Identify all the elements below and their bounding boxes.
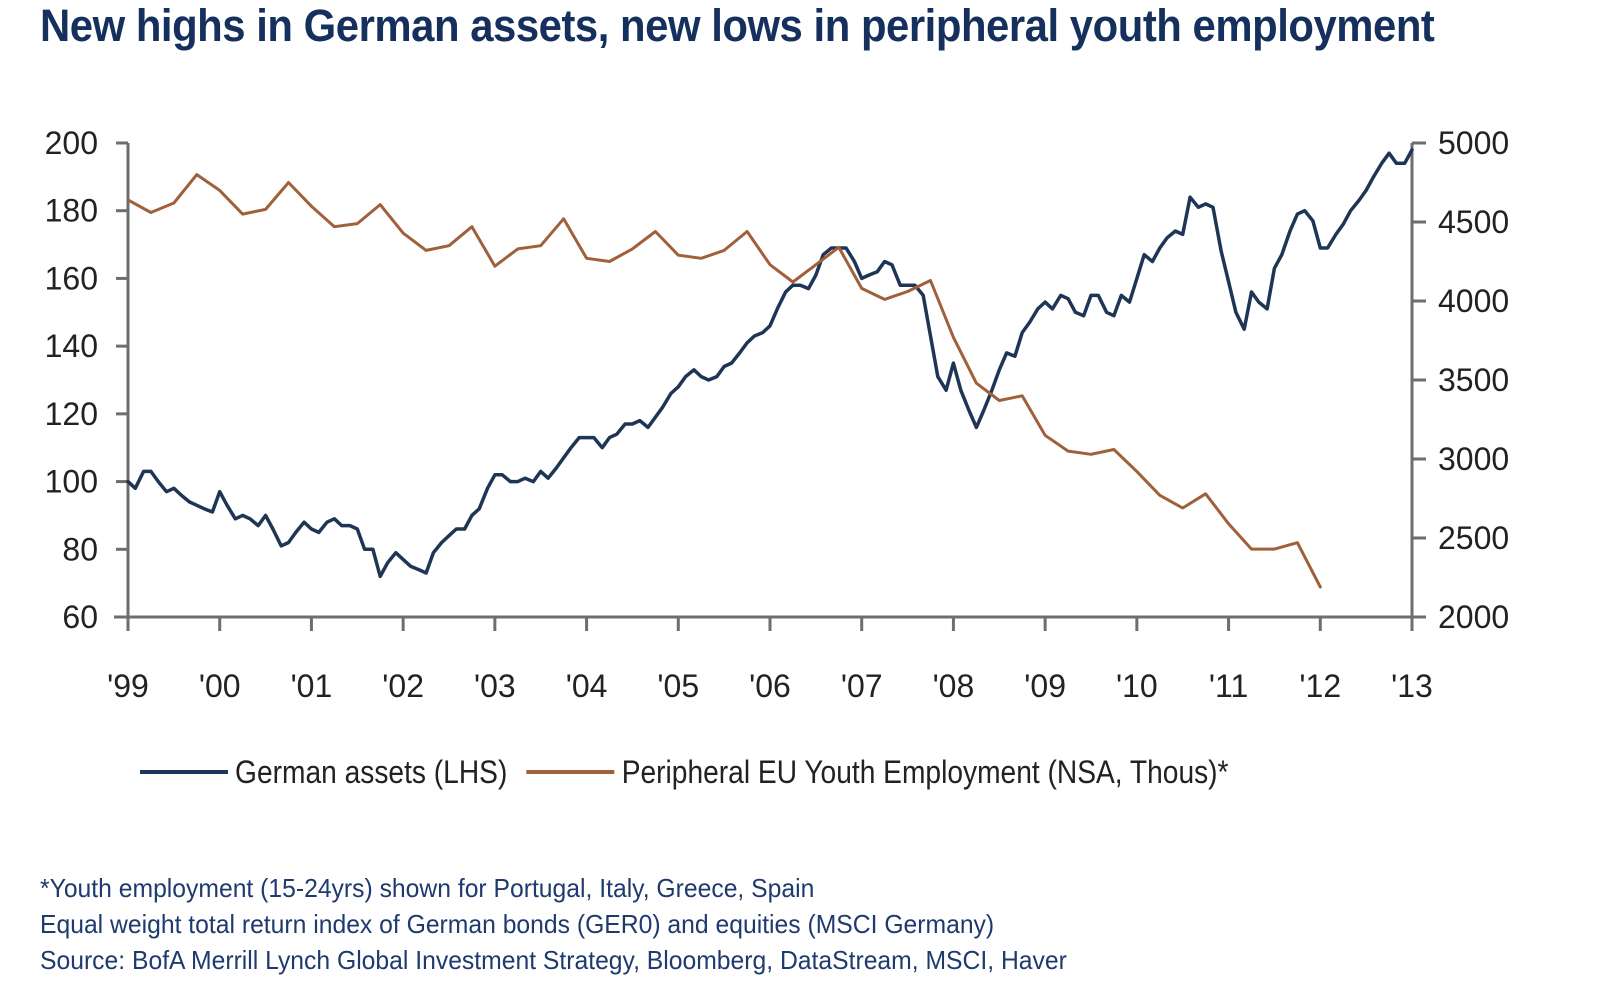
y-right-tick-label: 3500 <box>1438 362 1509 398</box>
y-right-tick-label: 5000 <box>1438 125 1509 161</box>
y-left-tick-label: 160 <box>45 260 98 296</box>
x-tick-label: '07 <box>841 668 883 704</box>
y-right-tick-label: 4500 <box>1438 204 1509 240</box>
x-tick-label: '08 <box>933 668 975 704</box>
chart-title: New highs in German assets, new lows in … <box>40 0 1435 51</box>
series-line-german-assets <box>126 148 1414 579</box>
x-tick-label: '05 <box>657 668 699 704</box>
y-right-tick-label: 2000 <box>1438 599 1509 635</box>
series-line-youth-employment <box>126 173 1322 589</box>
legend-item-youth-employment: Peripheral EU Youth Employment (NSA, Tho… <box>526 753 1229 791</box>
x-tick-label: '04 <box>566 668 608 704</box>
x-tick-label: '10 <box>1116 668 1158 704</box>
legend-label-youth-employment: Peripheral EU Youth Employment (NSA, Tho… <box>621 753 1229 790</box>
y-left-tick-label: 80 <box>62 531 98 567</box>
x-tick-label: '00 <box>199 668 241 704</box>
series-layer <box>126 148 1414 589</box>
x-tick-label: '03 <box>474 668 516 704</box>
chart-plot: 60 80 100 120 140 160 180 200 2000 2500 3000 3500 40… <box>45 125 1510 704</box>
y-left-tick-label: 200 <box>45 125 98 161</box>
footnote-index-definition: Equal weight total return index of Germa… <box>40 909 995 939</box>
footnotes: *Youth employment (15-24yrs) shown for P… <box>40 870 1067 978</box>
y-right-tick-label: 2500 <box>1438 520 1509 556</box>
x-tick-label: '11 <box>1209 668 1248 704</box>
x-tick-label: '09 <box>1024 668 1066 704</box>
x-tick-label: '12 <box>1299 668 1341 704</box>
y-left-tick-label: 120 <box>45 396 98 432</box>
legend-label-german-assets: German assets (LHS) <box>235 753 508 790</box>
y-left-tick-label: 140 <box>45 328 98 364</box>
y-right-tick-label: 4000 <box>1438 283 1509 319</box>
legend: German assets (LHS) Peripheral EU Youth … <box>140 752 1248 792</box>
y-left-tick-label: 180 <box>45 193 98 229</box>
y-left-tick-label: 100 <box>45 464 98 500</box>
y-left-tick-label: 60 <box>62 599 98 635</box>
y-right-tick-label: 3000 <box>1438 441 1509 477</box>
x-tick-label: '02 <box>382 668 424 704</box>
legend-swatch-youth-employment <box>526 770 615 774</box>
legend-item-german-assets: German assets (LHS) <box>140 754 507 791</box>
x-tick-label: '06 <box>749 668 791 704</box>
footnote-youth-definition: *Youth employment (15-24yrs) shown for P… <box>40 873 815 903</box>
legend-swatch-german-assets <box>140 770 228 774</box>
x-tick-label: '01 <box>291 668 333 704</box>
footnote-source: Source: BofA Merrill Lynch Global Invest… <box>40 945 1067 975</box>
x-tick-label: '99 <box>107 668 149 704</box>
axes: 60 80 100 120 140 160 180 200 2000 2500 3000 3500 40… <box>45 125 1510 704</box>
x-tick-label: '13 <box>1391 668 1433 704</box>
